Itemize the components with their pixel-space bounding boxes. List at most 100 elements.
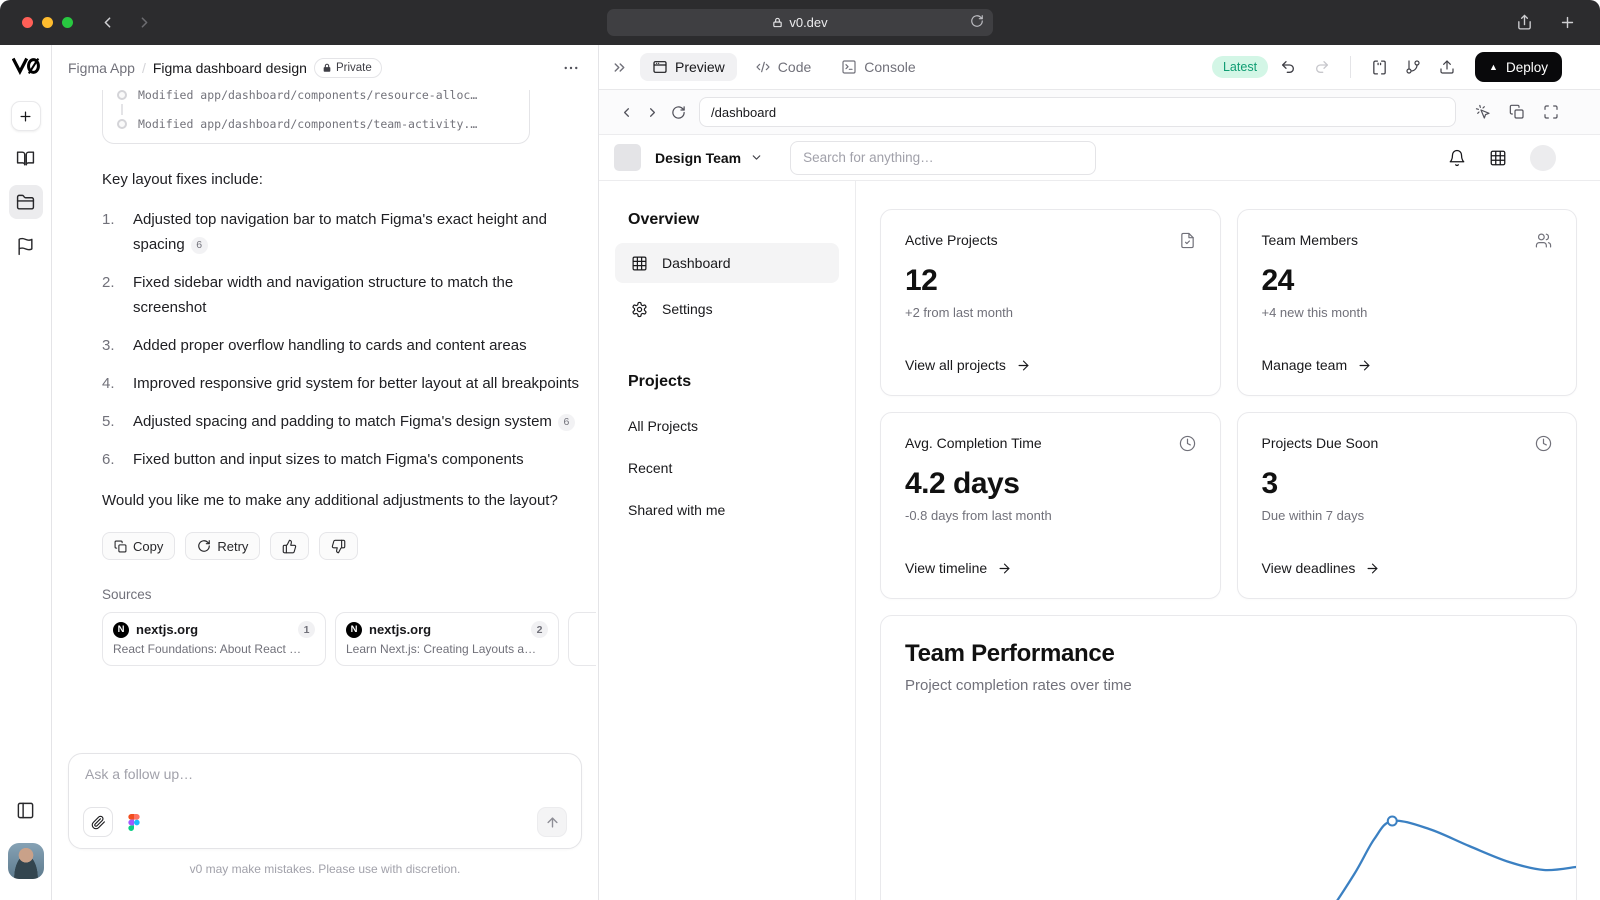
sidebar-item-settings[interactable]: Settings <box>615 289 839 329</box>
chat-scroll-area[interactable]: Modified app/dashboard/components/resour… <box>52 90 598 753</box>
browser-forward-button[interactable] <box>136 14 153 31</box>
preview-forward-button[interactable] <box>639 99 665 125</box>
stat-subtext: -0.8 days from last month <box>905 508 1052 523</box>
sidebar-item-shared[interactable]: Shared with me <box>628 502 726 518</box>
undo-button[interactable] <box>1274 53 1302 81</box>
redo-button[interactable] <box>1308 53 1336 81</box>
sidebar-item-projects[interactable] <box>8 185 43 219</box>
thumbs-down-button[interactable] <box>319 532 359 560</box>
step-connector <box>121 104 123 115</box>
browser-back-button[interactable] <box>99 14 116 31</box>
figma-logo-icon <box>128 813 140 831</box>
zoom-window-button[interactable] <box>62 17 73 28</box>
browser-address-bar[interactable]: v0.dev <box>607 9 993 36</box>
file-change-row[interactable]: Modified app/dashboard/components/team-a… <box>117 117 515 131</box>
app-user-avatar[interactable] <box>1530 144 1556 171</box>
file-change-row[interactable]: Modified app/dashboard/components/resour… <box>117 90 515 102</box>
arrow-right-icon <box>1018 360 1029 370</box>
sidebar-item-docs[interactable] <box>9 141 43 175</box>
minimize-window-button[interactable] <box>42 17 53 28</box>
stat-value: 12 <box>905 264 938 297</box>
view-deadlines-link[interactable]: View deadlines <box>1262 560 1553 576</box>
source-title: Learn Next.js: Creating Layouts a… <box>346 642 537 656</box>
preview-refresh-button[interactable] <box>665 99 691 125</box>
attach-file-button[interactable] <box>83 807 113 837</box>
clock-icon <box>1179 435 1196 455</box>
send-button[interactable] <box>537 807 567 837</box>
app-search-input[interactable] <box>790 140 1097 175</box>
citation-badge[interactable]: 6 <box>190 237 208 254</box>
duplicate-view-button[interactable] <box>1504 99 1530 125</box>
sidebar-item-all-projects[interactable]: All Projects <box>628 418 699 434</box>
close-window-button[interactable] <box>22 17 33 28</box>
collapse-chat-button[interactable] <box>611 59 628 76</box>
version-badge[interactable]: Latest <box>1211 56 1269 78</box>
chevron-down-icon <box>750 151 763 164</box>
breadcrumb-title[interactable]: Figma dashboard design <box>152 59 307 76</box>
source-index-badge: 1 <box>298 621 315 638</box>
team-switcher[interactable]: Design Team <box>655 150 763 166</box>
disclaimer-text: v0 may make mistakes. Please use with di… <box>189 862 461 876</box>
inspect-button[interactable] <box>1470 99 1496 125</box>
app-sidebar: Overview Dashboard Settings Projects All… <box>599 181 856 900</box>
chevrons-right-icon <box>614 62 625 72</box>
share-icon[interactable] <box>1516 14 1533 31</box>
source-domain: nextjs.org <box>136 622 199 637</box>
v0-logo <box>11 57 40 80</box>
chat-menu-button[interactable] <box>562 59 580 77</box>
retry-button[interactable]: Retry <box>185 532 261 560</box>
manage-team-link[interactable]: Manage team <box>1262 357 1553 373</box>
breadcrumb-project[interactable]: Figma App <box>68 59 135 76</box>
performance-line <box>1336 819 1576 900</box>
thumbs-up-button[interactable] <box>270 532 310 560</box>
stat-value: 24 <box>1261 264 1295 297</box>
project-settings-button[interactable] <box>1365 53 1393 81</box>
lock-icon <box>323 63 331 72</box>
citation-badge[interactable]: 6 <box>557 414 575 431</box>
source-card-clipped[interactable] <box>568 612 596 666</box>
followup-input[interactable] <box>85 766 567 802</box>
deploy-button[interactable]: ▲ Deploy <box>1475 52 1562 82</box>
copy-icon <box>1509 104 1524 119</box>
toggle-sidebar-button[interactable] <box>9 793 43 827</box>
bell-icon <box>1449 149 1465 166</box>
copy-button[interactable]: Copy <box>102 532 176 560</box>
apps-grid-button[interactable] <box>1489 149 1507 167</box>
lock-icon <box>773 17 783 28</box>
fullscreen-button[interactable] <box>1538 99 1564 125</box>
stat-title: Avg. Completion Time <box>905 435 1042 451</box>
stat-subtext: +4 new this month <box>1261 305 1368 320</box>
privacy-badge[interactable]: Private <box>313 57 382 78</box>
export-button[interactable] <box>1433 53 1461 81</box>
sidebar-item-recent[interactable]: Recent <box>628 460 673 476</box>
preview-path-input[interactable] <box>699 97 1456 127</box>
sidebar-item-dashboard[interactable]: Dashboard <box>615 243 839 283</box>
stat-card-due-soon: Projects Due Soon 3 Due within 7 days Vi… <box>1236 412 1577 599</box>
notifications-button[interactable] <box>1448 149 1466 167</box>
sidebar-heading-projects: Projects <box>628 373 692 390</box>
source-card[interactable]: N nextjs.org 2 Learn Next.js: Creating L… <box>335 612 559 666</box>
source-card[interactable]: N nextjs.org 1 React Foundations: About … <box>102 612 326 666</box>
sidebar-item-feedback[interactable] <box>9 229 43 263</box>
message-actions: Copy Retry <box>102 532 596 560</box>
tab-console[interactable]: Console <box>829 53 927 81</box>
figma-import-button[interactable] <box>128 813 140 831</box>
new-tab-icon[interactable] <box>1559 14 1576 31</box>
followup-composer <box>68 753 582 849</box>
stat-card-active-projects: Active Projects 12 +2 from last month Vi… <box>880 209 1221 396</box>
file-changes-box: Modified app/dashboard/components/resour… <box>102 90 530 144</box>
reload-icon[interactable] <box>970 14 984 28</box>
new-chat-button[interactable] <box>10 101 41 131</box>
chat-header: Figma App / Figma dashboard design Priva… <box>52 45 598 90</box>
panel-left-icon <box>17 802 34 818</box>
flag-icon <box>18 237 33 255</box>
list-item: 2. Fixed sidebar width and navigation st… <box>102 274 514 316</box>
view-timeline-link[interactable]: View timeline <box>905 560 1196 576</box>
tab-preview[interactable]: Preview <box>640 53 737 81</box>
git-branch-button[interactable] <box>1399 53 1427 81</box>
preview-back-button[interactable] <box>613 99 639 125</box>
user-avatar[interactable] <box>7 843 44 879</box>
tab-code[interactable]: Code <box>743 53 823 81</box>
preview-toolbar: Preview Code Console Latest <box>599 45 1600 90</box>
view-all-projects-link[interactable]: View all projects <box>905 357 1196 373</box>
